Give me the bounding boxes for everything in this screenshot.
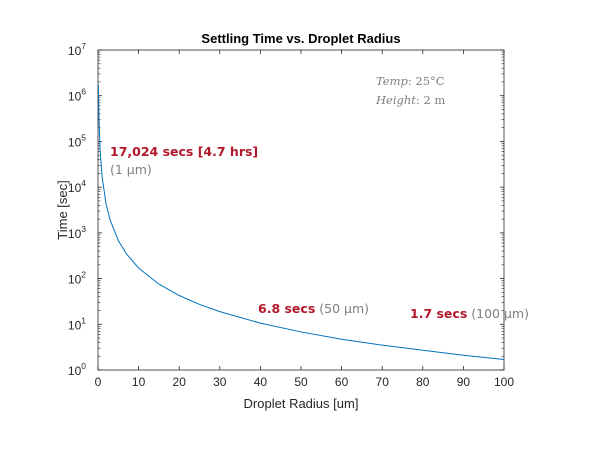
y-tick-exponent: 7 (81, 41, 86, 51)
y-tick-exponent: 5 (81, 132, 86, 142)
y-tick-label: 106 (68, 87, 86, 104)
x-tick-label: 10 (132, 375, 146, 389)
annotation: 1.7 secs (100 µm) (410, 306, 529, 321)
annotations: 17,024 secs [4.7 hrs] (1 µm) 6.8 secs (50 … (110, 144, 529, 321)
condition-value: 2 m (423, 93, 445, 107)
annotation-value: 17,024 secs [4.7 hrs] (110, 144, 258, 159)
condition-line: Height: 2 m (375, 93, 445, 107)
settling-time-curve (97, 85, 505, 360)
annotation: 6.8 secs (50 µm) (258, 301, 369, 316)
y-tick-base: 10 (68, 364, 82, 378)
y-tick-label: 103 (68, 224, 86, 241)
y-tick-base: 10 (68, 181, 82, 195)
y-tick-exponent: 4 (81, 178, 86, 188)
x-axis: 0 10 20 30 40 50 60 70 80 90 100 (95, 50, 514, 389)
y-tick-base: 10 (68, 227, 82, 241)
x-tick-label: 50 (294, 375, 308, 389)
condition-separator: : (408, 74, 416, 88)
y-tick-label: 104 (68, 178, 86, 195)
x-tick-label: 100 (494, 375, 514, 389)
conditions-box: Temp: 25°C Height: 2 m (375, 74, 445, 107)
condition-line: Temp: 25°C (376, 74, 445, 88)
y-tick-label: 101 (68, 315, 86, 332)
plot-area (97, 49, 505, 371)
y-tick-exponent: 3 (81, 224, 86, 234)
x-tick-label: 0 (95, 375, 102, 389)
x-tick-label: 70 (376, 375, 390, 389)
chart-title: Settling Time vs. Droplet Radius (201, 31, 400, 46)
x-tick-label: 30 (213, 375, 227, 389)
x-tick-label: 60 (335, 375, 349, 389)
condition-separator: : (416, 93, 424, 107)
y-axis-label: Time [sec] (55, 180, 70, 239)
condition-label: Height (375, 93, 416, 107)
y-tick-exponent: 1 (81, 315, 86, 325)
x-tick-label: 80 (416, 375, 430, 389)
y-tick-base: 10 (68, 90, 82, 104)
condition-value: 25°C (415, 74, 444, 88)
y-tick-label: 107 (68, 41, 86, 58)
x-tick-label: 20 (173, 375, 187, 389)
y-tick-exponent: 6 (81, 87, 86, 97)
annotation-value: 1.7 secs (410, 306, 467, 321)
y-tick-exponent: 2 (81, 270, 86, 280)
y-tick-base: 10 (68, 44, 82, 58)
x-tick-label: 90 (457, 375, 471, 389)
y-tick-exponent: 0 (81, 361, 86, 371)
annotation-detail: (50 µm) (315, 301, 369, 316)
y-tick-label: 105 (68, 132, 86, 149)
y-tick-base: 10 (68, 273, 82, 287)
x-axis-label: Droplet Radius [um] (244, 396, 359, 411)
annotation-detail: (1 µm) (110, 162, 152, 177)
condition-label: Temp (376, 74, 408, 88)
annotation-detail: (100 µm) (467, 306, 529, 321)
y-tick-label: 102 (68, 270, 86, 287)
y-tick-base: 10 (68, 318, 82, 332)
y-tick-label: 100 (68, 361, 86, 378)
x-tick-label: 40 (254, 375, 268, 389)
y-tick-base: 10 (68, 135, 82, 149)
annotation-value: 6.8 secs (258, 301, 315, 316)
